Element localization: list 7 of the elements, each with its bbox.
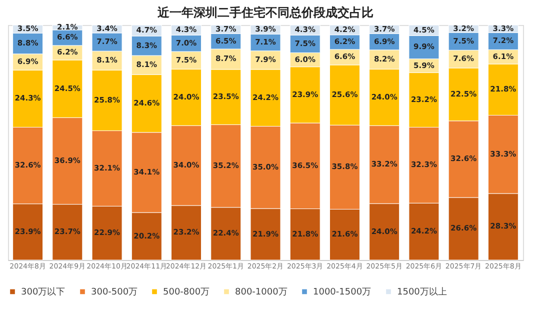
- legend-label: 300-500万: [91, 288, 138, 298]
- chart-title: 近一年深圳二手住宅不同总价段成交占比: [156, 5, 374, 20]
- legend-label: 800-1000万: [235, 288, 288, 298]
- legend-label: 500-800万: [163, 288, 210, 298]
- legend-label: 300万以下: [21, 286, 66, 298]
- legend-label: 1500万以上: [397, 286, 447, 298]
- legend-label: 1000-1500万: [313, 288, 372, 298]
